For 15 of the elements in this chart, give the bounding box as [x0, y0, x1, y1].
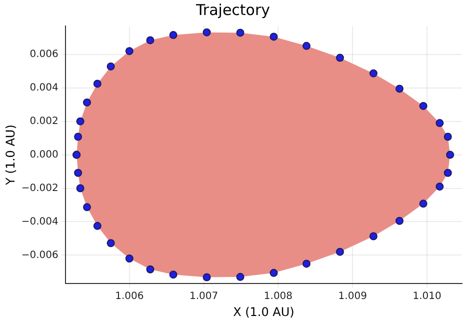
x-axis-title: X (1.0 AU) — [233, 304, 294, 319]
y-tick-label: −0.004 — [21, 216, 58, 228]
chart-title: Trajectory — [194, 0, 270, 19]
x-tick-label: 1.007 — [189, 291, 218, 302]
x-tick-label: 1.009 — [338, 291, 367, 302]
x-tick-label: 1.008 — [264, 291, 293, 302]
x-tick-label: 1.006 — [115, 291, 144, 302]
y-tick-label: 0.004 — [30, 82, 58, 94]
x-tick-label: 1.010 — [412, 291, 442, 302]
y-tick-label: −0.002 — [21, 182, 58, 194]
y-axis-title: Y (1.0 AU) — [3, 124, 18, 186]
y-tick-label: 0.006 — [30, 49, 58, 60]
y-tick-label: 0.000 — [30, 149, 58, 160]
y-tick-label: −0.006 — [21, 250, 58, 261]
y-tick-label: 0.002 — [30, 116, 58, 127]
